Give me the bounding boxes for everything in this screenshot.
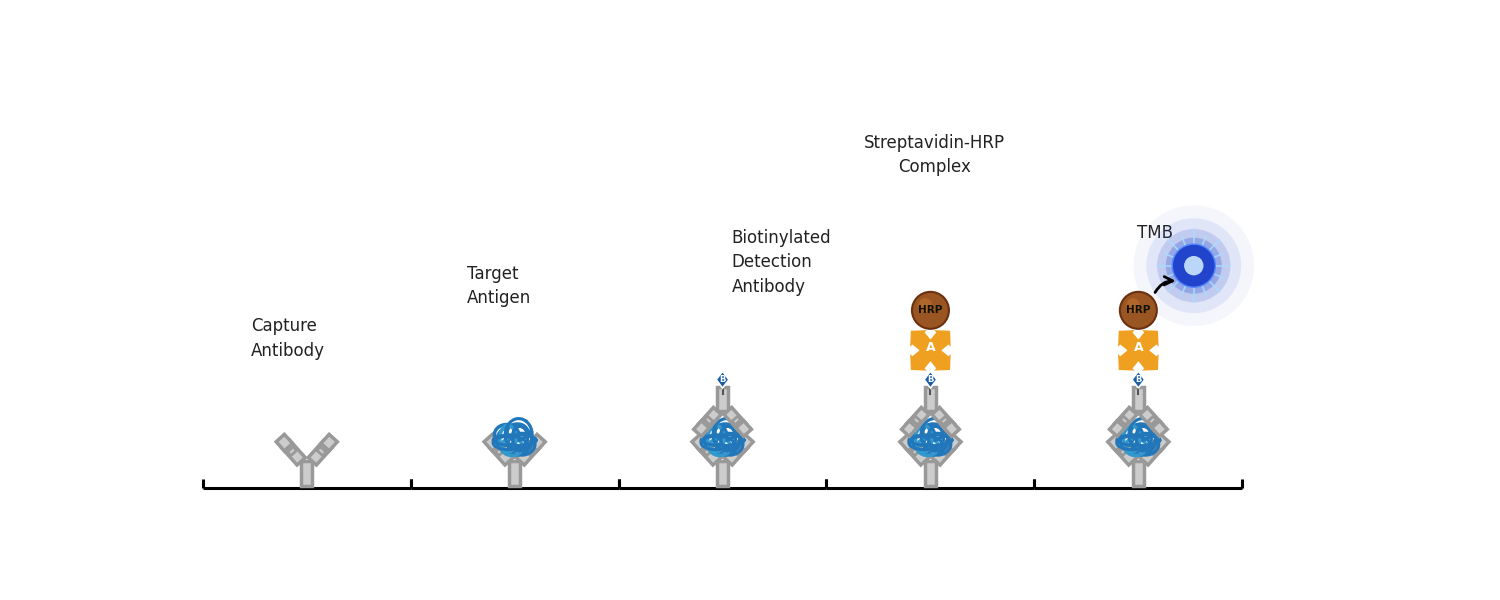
Polygon shape [932, 440, 956, 465]
Text: HRP: HRP [1126, 305, 1150, 316]
Polygon shape [732, 416, 741, 425]
Text: Antigen: Antigen [466, 289, 531, 307]
Polygon shape [495, 447, 504, 455]
Text: Capture: Capture [252, 317, 316, 335]
Text: Detection: Detection [732, 253, 813, 271]
Polygon shape [308, 440, 332, 465]
Polygon shape [1114, 407, 1137, 431]
Text: Target: Target [466, 265, 519, 283]
Polygon shape [484, 434, 501, 451]
Polygon shape [932, 407, 954, 431]
Polygon shape [705, 416, 712, 425]
Polygon shape [276, 434, 292, 451]
Polygon shape [1132, 371, 1144, 388]
Polygon shape [910, 447, 921, 455]
Circle shape [1156, 229, 1230, 302]
Circle shape [1146, 218, 1240, 313]
Polygon shape [509, 461, 520, 486]
Polygon shape [692, 434, 708, 451]
Polygon shape [704, 447, 712, 455]
Polygon shape [910, 330, 951, 371]
Polygon shape [525, 447, 534, 455]
Circle shape [1166, 238, 1222, 294]
Text: TMB: TMB [1137, 224, 1173, 242]
Circle shape [1120, 292, 1156, 329]
Polygon shape [912, 416, 921, 425]
Text: Antibody: Antibody [732, 278, 806, 296]
Text: A: A [926, 341, 936, 355]
Polygon shape [716, 371, 729, 388]
Polygon shape [944, 421, 960, 436]
Polygon shape [316, 447, 326, 455]
Circle shape [1184, 256, 1203, 275]
Text: A: A [1134, 341, 1143, 355]
Text: B: B [720, 375, 726, 384]
Polygon shape [1148, 416, 1156, 425]
Polygon shape [288, 447, 297, 455]
Polygon shape [924, 371, 938, 388]
Polygon shape [1152, 421, 1167, 436]
Polygon shape [926, 461, 936, 486]
Text: Streptavidin-HRP: Streptavidin-HRP [864, 134, 1005, 152]
Polygon shape [1140, 407, 1162, 431]
Circle shape [918, 298, 933, 312]
Text: B: B [1136, 375, 1142, 384]
Text: Biotinylated: Biotinylated [732, 229, 831, 247]
Polygon shape [698, 440, 721, 465]
Polygon shape [732, 447, 742, 455]
Polygon shape [940, 416, 948, 425]
Polygon shape [904, 440, 928, 465]
Polygon shape [945, 434, 962, 451]
Circle shape [912, 292, 950, 329]
Polygon shape [1120, 416, 1130, 425]
Text: B: B [927, 375, 933, 384]
Polygon shape [1107, 434, 1124, 451]
Polygon shape [489, 440, 513, 465]
Polygon shape [1140, 440, 1164, 465]
Polygon shape [900, 434, 916, 451]
Polygon shape [302, 461, 312, 486]
Circle shape [1134, 205, 1254, 326]
Text: Antibody: Antibody [252, 342, 326, 360]
Polygon shape [940, 447, 950, 455]
Polygon shape [724, 407, 747, 431]
Polygon shape [1119, 447, 1128, 455]
Polygon shape [717, 388, 728, 411]
Polygon shape [906, 407, 928, 431]
Polygon shape [530, 434, 546, 451]
Polygon shape [736, 421, 752, 436]
Polygon shape [282, 440, 306, 465]
Polygon shape [693, 421, 709, 436]
Polygon shape [699, 407, 721, 431]
Polygon shape [926, 388, 936, 411]
Circle shape [1172, 244, 1215, 287]
Polygon shape [321, 434, 338, 451]
Circle shape [1126, 298, 1140, 312]
Text: Complex: Complex [898, 158, 970, 176]
Polygon shape [1152, 434, 1168, 451]
Polygon shape [902, 421, 916, 436]
Polygon shape [724, 440, 748, 465]
Polygon shape [717, 461, 728, 486]
Polygon shape [1118, 330, 1158, 371]
Polygon shape [1113, 440, 1137, 465]
Polygon shape [516, 440, 540, 465]
Polygon shape [1110, 421, 1125, 436]
Polygon shape [1149, 447, 1158, 455]
Polygon shape [736, 434, 753, 451]
Polygon shape [1132, 388, 1143, 411]
Polygon shape [1132, 461, 1144, 486]
Text: HRP: HRP [918, 305, 942, 316]
